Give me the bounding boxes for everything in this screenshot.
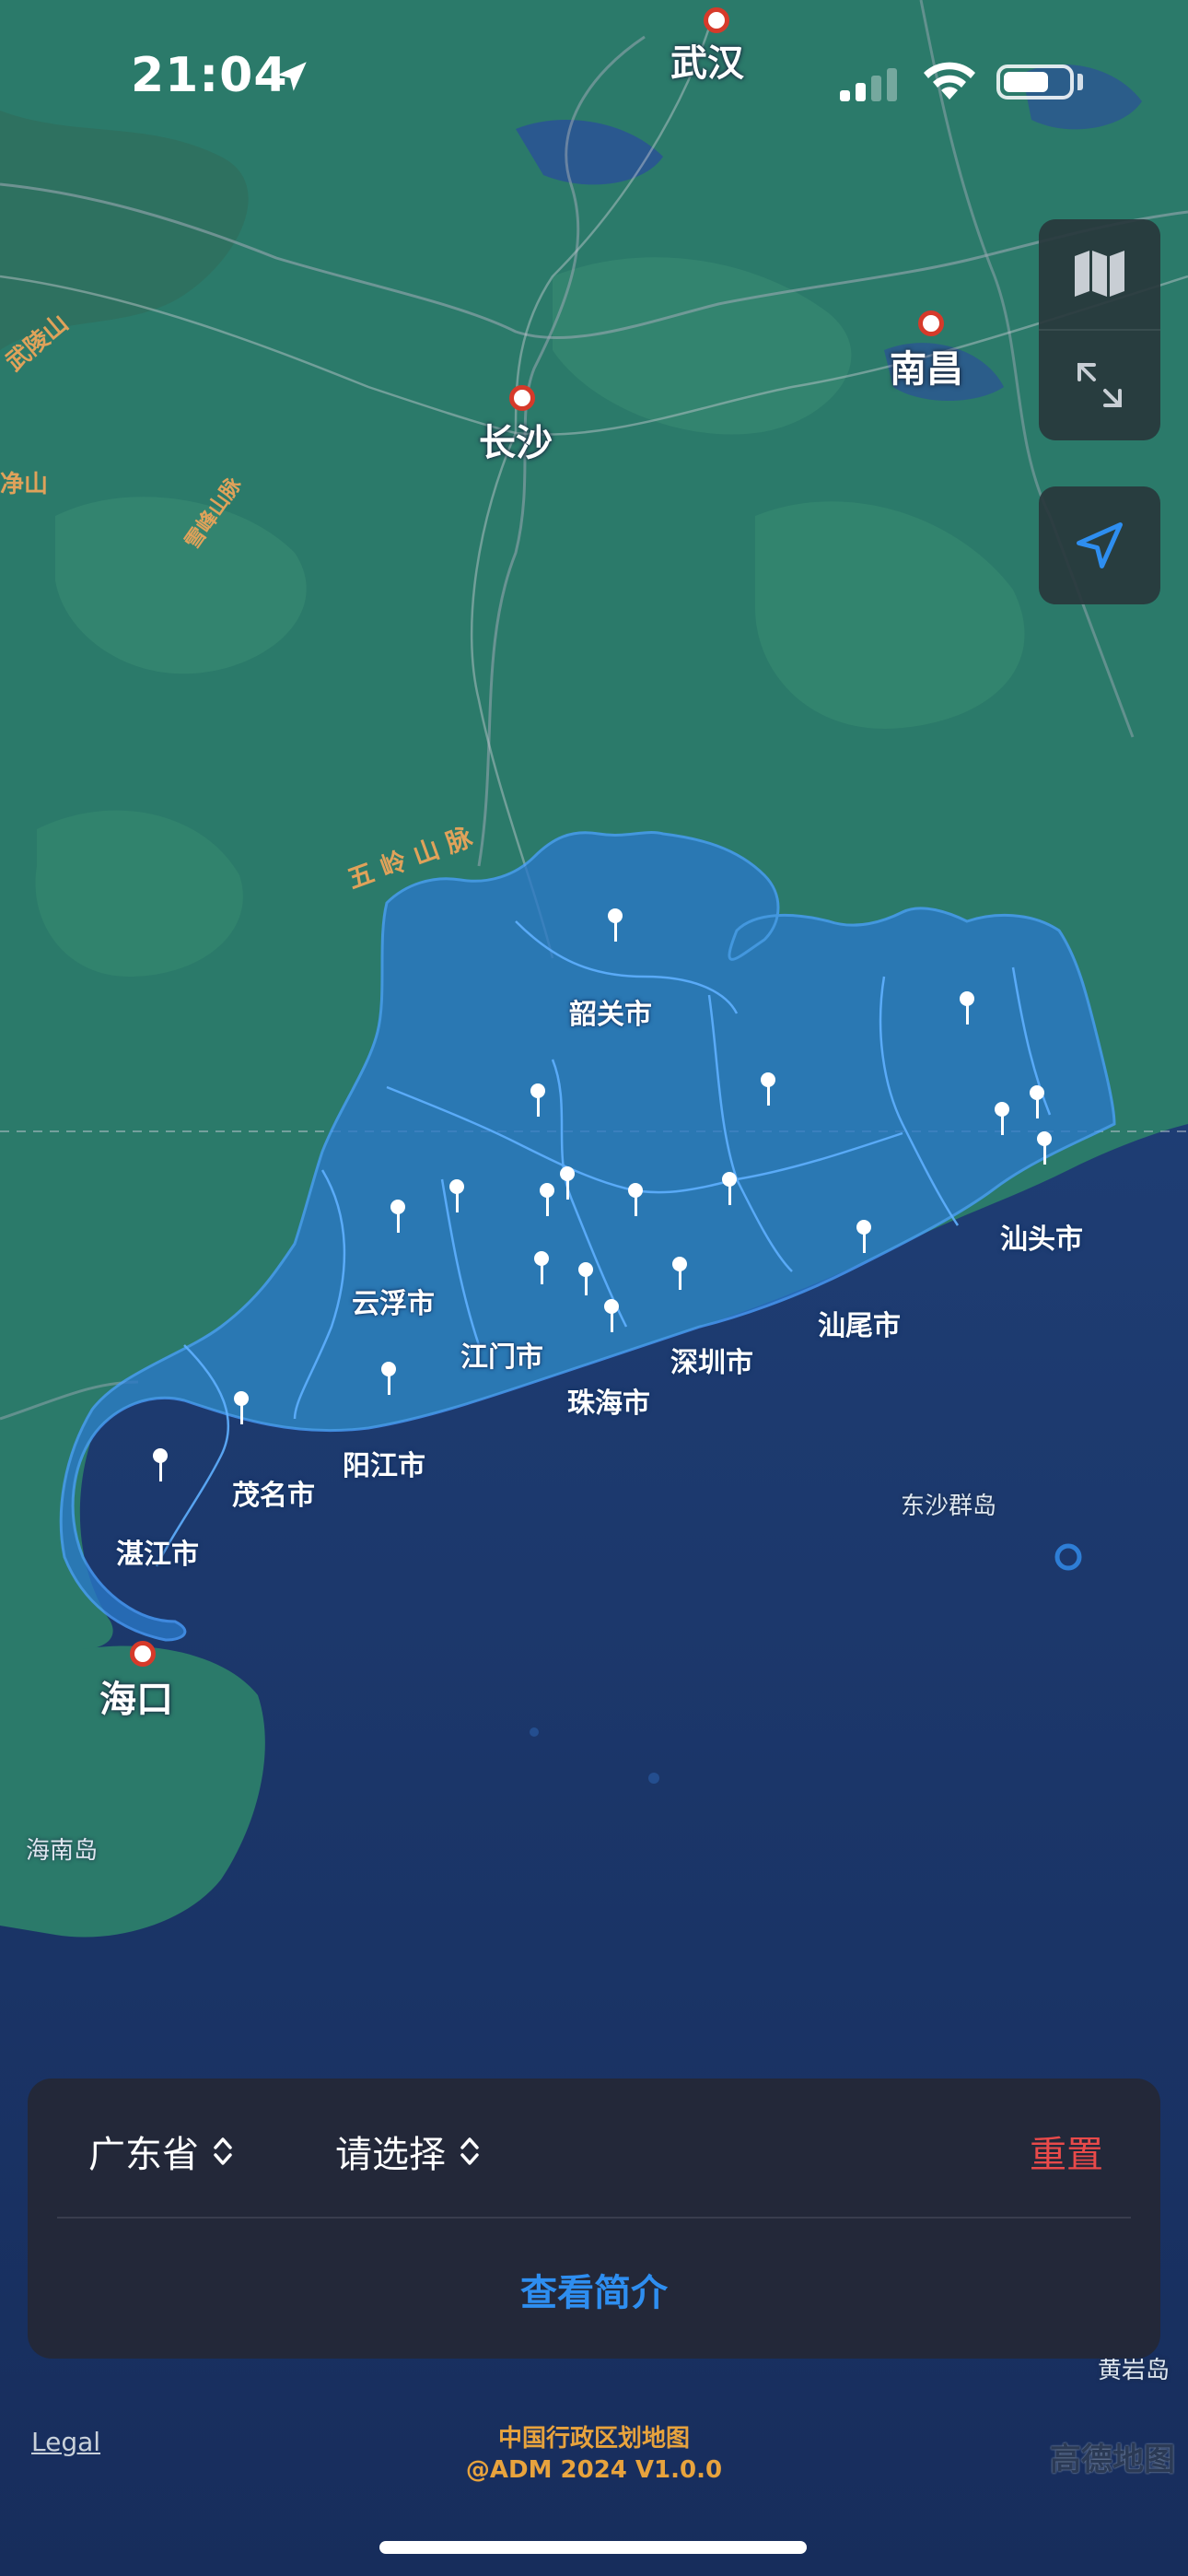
sort-chevron-icon: [214, 2137, 232, 2165]
battery-cap: [1077, 74, 1083, 90]
controls-divider: [1039, 329, 1160, 331]
city-placeholder: 请选择: [335, 2134, 446, 2176]
city-marker-wuhan: [704, 7, 729, 33]
pin-icon[interactable]: [722, 1172, 737, 1205]
app-footer: 中国行政区划地图 @ADM 2024 V1.0.0: [0, 2423, 1188, 2486]
map-controls: [1039, 219, 1160, 440]
footer-version: @ADM 2024 V1.0.0: [465, 2456, 723, 2484]
pin-icon[interactable]: [672, 1257, 687, 1290]
prefecture-label-jiangmen[interactable]: 江门市: [460, 1341, 543, 1374]
city-marker-nanchang: [918, 310, 944, 336]
prefecture-label-yunfu[interactable]: 云浮市: [352, 1288, 435, 1320]
locate-button[interactable]: [1039, 486, 1160, 604]
battery-icon: [996, 64, 1074, 100]
pin-icon[interactable]: [153, 1448, 168, 1481]
battery-level-fill: [1004, 72, 1048, 92]
pin-icon[interactable]: [390, 1200, 405, 1233]
prefecture-label-maoming[interactable]: 茂名市: [232, 1480, 315, 1512]
pin-icon[interactable]: [540, 1183, 554, 1216]
footer-title: 中国行政区划地图: [497, 2425, 690, 2453]
map-label-jingshan: 净山: [0, 471, 49, 498]
pin-icon[interactable]: [534, 1251, 549, 1284]
city-marker-haikou: [130, 1641, 156, 1667]
pin-icon[interactable]: [560, 1166, 575, 1200]
wifi-icon: [924, 62, 975, 100]
prefecture-label-shaoguan[interactable]: 韶关市: [569, 999, 652, 1031]
reset-button[interactable]: 重置: [1030, 2134, 1103, 2176]
expand-icon: [1077, 363, 1122, 407]
pin-icon[interactable]: [856, 1220, 871, 1253]
city-selector[interactable]: 请选择: [335, 2125, 481, 2178]
map-label-huangyan: 黄岩岛: [1098, 2357, 1171, 2384]
map-label-haikou[interactable]: 海口: [99, 1679, 173, 1721]
map-label-changsha[interactable]: 长沙: [479, 422, 553, 464]
prefecture-label-shanwei[interactable]: 汕尾市: [818, 1310, 901, 1342]
signal-icon: [840, 68, 897, 101]
map-label-dongsha: 东沙群岛: [901, 1493, 997, 1520]
sort-chevron-icon: [460, 2137, 479, 2165]
pin-icon[interactable]: [234, 1391, 249, 1424]
pin-icon[interactable]: [381, 1362, 396, 1395]
prefecture-label-shantou[interactable]: 汕头市: [1000, 1224, 1083, 1256]
city-marker-changsha: [509, 385, 535, 411]
pin-icon[interactable]: [578, 1262, 593, 1295]
region-selector-panel: 广东省 请选择 重置 查看简介: [28, 2078, 1160, 2359]
pin-icon[interactable]: [449, 1179, 464, 1212]
pin-icon[interactable]: [960, 991, 974, 1025]
location-arrow-icon: [277, 62, 307, 91]
pin-icon[interactable]: [761, 1072, 775, 1106]
map-style-button[interactable]: [1039, 219, 1160, 328]
legal-link[interactable]: Legal: [31, 2427, 101, 2457]
map-icon: [1075, 251, 1124, 297]
locate-icon: [1077, 522, 1123, 568]
province-selector[interactable]: 广东省: [88, 2125, 234, 2178]
prefecture-label-yangjiang[interactable]: 阳江市: [343, 1450, 425, 1482]
pin-icon[interactable]: [1030, 1085, 1044, 1118]
status-time: 21:04: [131, 48, 288, 103]
prefecture-label-shenzhen[interactable]: 深圳市: [670, 1347, 753, 1379]
map-label-nanchang[interactable]: 南昌: [890, 348, 963, 391]
expand-button[interactable]: [1039, 331, 1160, 439]
prefecture-label-zhuhai[interactable]: 珠海市: [567, 1388, 650, 1420]
prefecture-label-zhanjiang[interactable]: 湛江市: [116, 1539, 199, 1571]
pin-icon[interactable]: [995, 1102, 1009, 1135]
pin-icon[interactable]: [604, 1299, 619, 1332]
map-label-hainan: 海南岛: [26, 1837, 99, 1865]
map-label-wuhan[interactable]: 武汉: [670, 42, 744, 85]
panel-divider: [57, 2217, 1131, 2219]
pin-icon[interactable]: [1037, 1131, 1052, 1165]
map-provider-logo: 高德地图: [1050, 2441, 1175, 2478]
view-intro-button[interactable]: 查看简介: [520, 2272, 668, 2314]
pin-icon[interactable]: [608, 908, 623, 942]
pin-icon[interactable]: [530, 1083, 545, 1117]
home-indicator[interactable]: [379, 2541, 807, 2554]
pin-icon[interactable]: [628, 1183, 643, 1216]
province-value: 广东省: [88, 2134, 199, 2176]
